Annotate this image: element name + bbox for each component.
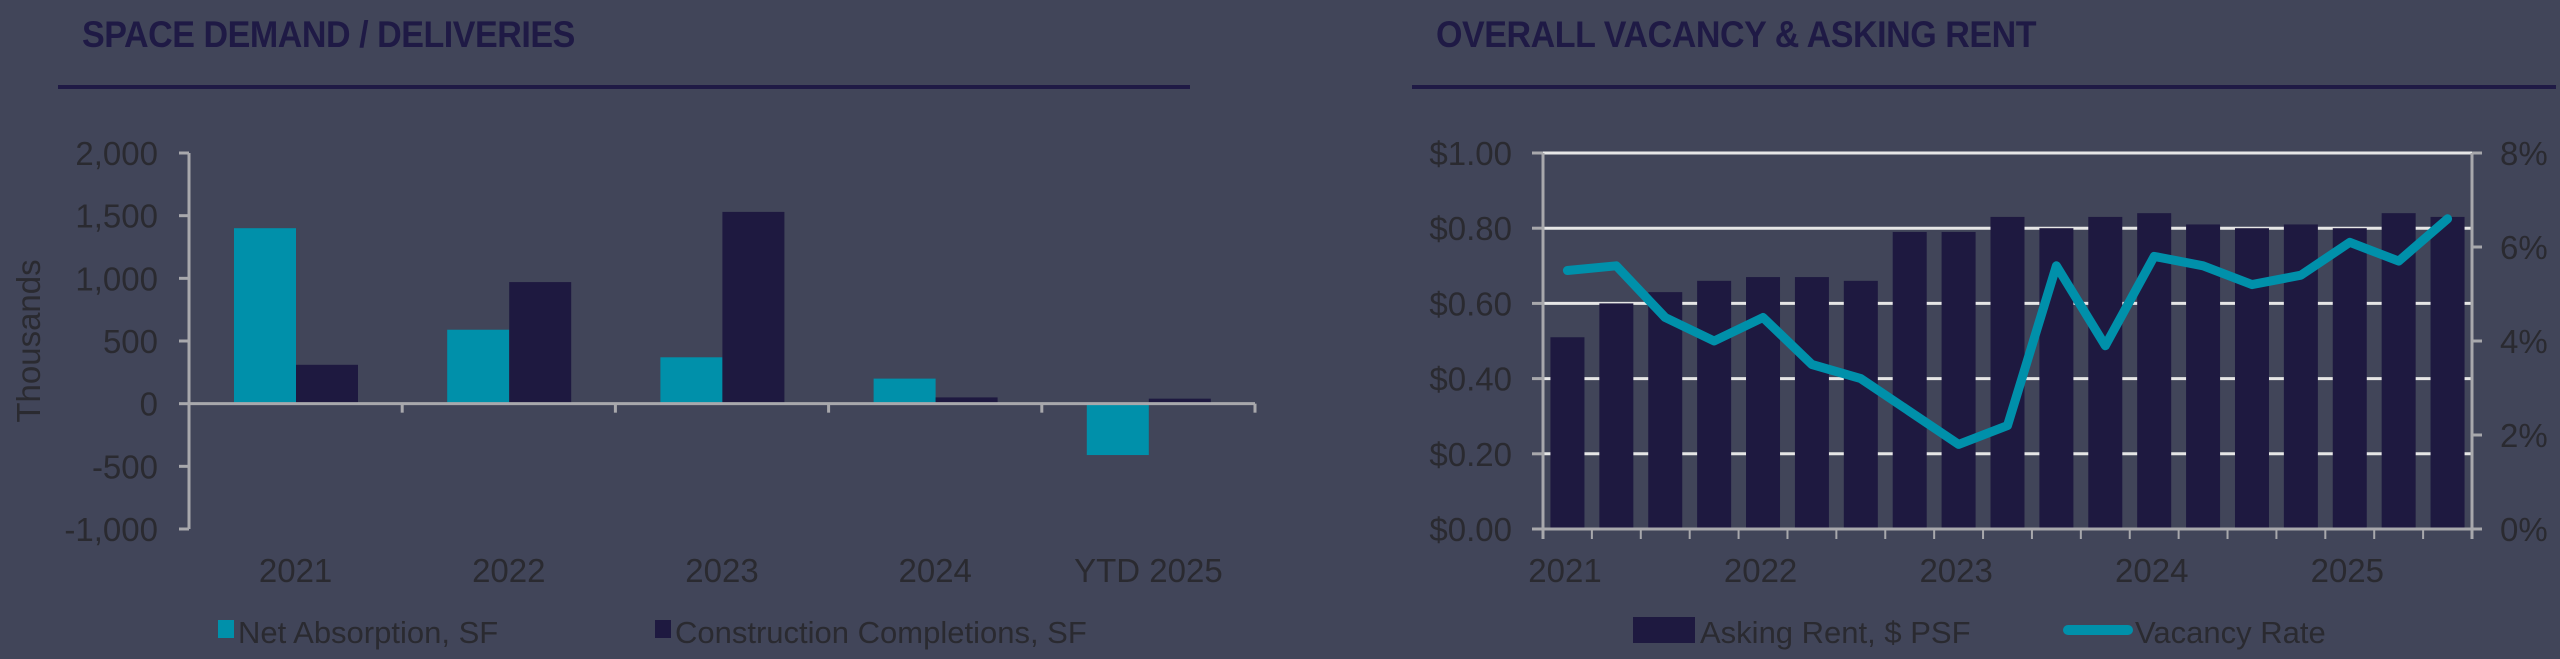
right-y-tick-label: 2% [2500,417,2548,454]
left-y-tick-label: $0.60 [1429,285,1512,322]
legend-label: Construction Completions, SF [675,615,1087,650]
bar-asking-rent [1941,231,1976,529]
bar-asking-rent [2039,228,2074,529]
left-y-tick-label: $0.20 [1429,436,1512,473]
bar-asking-rent [1892,231,1927,529]
right-y-tick-label: 6% [2500,229,2548,266]
bar-asking-rent [1550,337,1585,529]
y-tick-label: 2,000 [75,135,158,172]
vacancy-rate-line [1562,214,2453,449]
legend-label: Net Absorption, SF [238,615,498,650]
right-chart-title: OVERALL VACANCY & ASKING RENT [1436,14,2037,55]
y-tick-label: 500 [103,323,158,360]
bar-asking-rent [1794,277,1829,529]
x-tick-label: YTD 2025 [1074,552,1223,589]
x-tick-label: 2021 [1528,552,1601,589]
y-tick-label: 1,000 [75,260,158,297]
left-chart-title: SPACE DEMAND / DELIVERIES [82,14,575,55]
bar-construction-completions [509,282,572,404]
legend-swatch-net-absorption [218,620,234,638]
right-y-tick-label: 8% [2500,135,2548,172]
right-y-tick-label: 0% [2500,511,2548,548]
x-tick-label: 2023 [685,552,758,589]
x-tick-label: 2021 [259,552,332,589]
gridlines [1543,151,2472,456]
y-tick-label: -1,000 [64,511,158,548]
y-tick-label: 0 [140,386,158,423]
bar-asking-rent [2332,228,2367,529]
x-tick-label: 2025 [2311,552,2384,589]
bar-asking-rent [1697,280,1732,529]
bar-construction-completions [1148,398,1211,404]
bar-asking-rent [2137,213,2172,529]
y-tick-label: 1,500 [75,198,158,235]
x-tick-label: 2024 [898,552,971,589]
bar-asking-rent [1746,277,1781,529]
bar-asking-rent [1648,292,1683,529]
bar-asking-rent [1990,216,2025,530]
left-title-underline [58,85,1190,89]
bar-asking-rent [2430,216,2465,530]
bar-construction-completions [935,397,998,404]
x-tick-label: 2022 [472,552,545,589]
bar-net-absorption [447,329,510,404]
bar-asking-rent [1843,280,1878,529]
x-tick-label: 2024 [2115,552,2188,589]
bar-asking-rent [2234,228,2269,529]
bar-asking-rent [2088,216,2123,530]
bar-net-absorption [1086,403,1149,456]
bar-net-absorption [660,357,723,404]
x-tick-label: 2022 [1724,552,1797,589]
y-axis-label: Thousands [10,259,47,422]
left-y-tick-label: $0.00 [1429,511,1512,548]
y-tick-label: -500 [92,448,158,485]
left-y-tick-label: $1.00 [1429,135,1512,172]
x-tick-label: 2023 [1919,552,1992,589]
bar-asking-rent [1599,303,1634,529]
bar-net-absorption [234,228,296,404]
legend-swatch-asking-rent [1633,617,1695,643]
left-y-tick-label: $0.80 [1429,210,1512,247]
bar-asking-rent [2186,224,2221,529]
space-demand-chart: 2,000 1,500 1,000 500 0 -500 -1,000 Thousands 20… [10,135,1257,650]
legend-swatch-construction-completions [655,620,671,638]
right-y-tick-label: 4% [2500,323,2548,360]
left-y-tick-label: $0.40 [1429,361,1512,398]
legend-label: Vacancy Rate [2135,615,2326,650]
bar-construction-completions [296,364,358,404]
bar-asking-rent [2381,213,2416,529]
bar-net-absorption [873,378,936,404]
bar-asking-rent [2283,224,2318,529]
right-title-underline [1412,85,2556,89]
legend-label: Asking Rent, $ PSF [1700,615,1971,650]
bar-construction-completions [722,211,785,404]
